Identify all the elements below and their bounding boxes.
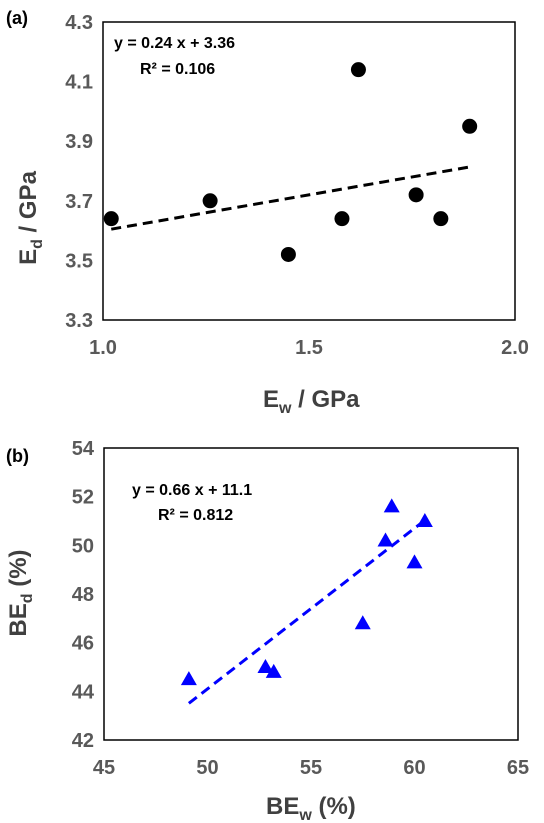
panel-a-y-tick-label: 4.3 <box>65 12 93 34</box>
panel-a-y-ticks: 3.3 3.5 3.7 3.9 4.1 4.3 <box>65 12 93 332</box>
panel-a-data-point <box>408 187 424 203</box>
panel-b-x-ticks: 45 50 55 60 65 <box>93 757 529 779</box>
panel-b-data-point <box>383 498 400 513</box>
panel-a-data-point <box>334 211 350 227</box>
panel-a-x-axis-label-sub: w <box>278 400 292 417</box>
panel-b-y-tick-label: 52 <box>72 487 94 509</box>
panel-a-y-axis-label-sub: d <box>29 239 46 249</box>
panel-a-x-tick-label: 2.0 <box>501 337 529 359</box>
panel-a-plot-frame <box>102 21 516 321</box>
panel-b-data-point <box>406 554 423 569</box>
panel-b-x-axis-label-main: BE <box>266 793 299 820</box>
panel-a-data-point <box>350 62 366 78</box>
panel-b-x-axis-label: BEw (%) <box>266 793 356 823</box>
panel-a-x-tick-label: 1.5 <box>295 337 323 359</box>
panel-a-equation: y = 0.24 x + 3.36 <box>114 35 235 52</box>
panel-b-x-tick-label: 65 <box>507 757 529 779</box>
panel-a-y-tick-label: 3.9 <box>65 131 93 153</box>
panel-b-data-point <box>265 663 282 678</box>
panel-a-y-axis-label-unit: / GPa <box>15 170 42 239</box>
panel-b-y-tick-label: 50 <box>72 535 94 557</box>
panel-a-r2: R² = 0.106 <box>140 61 215 78</box>
panel-b-label: (b) <box>6 446 29 466</box>
panel-b-y-tick-label: 54 <box>72 438 95 460</box>
panel-b-trendline-group <box>187 519 426 705</box>
panel-a-y-tick-label: 3.3 <box>65 310 93 332</box>
panel-a-data-point <box>280 246 296 262</box>
panel-b-x-tick-label: 45 <box>93 757 115 779</box>
panel-b-r2: R² = 0.812 <box>158 507 233 524</box>
panel-a-x-axis-label-main: E <box>263 386 279 413</box>
panel-b-y-axis-label: BEd (%) <box>5 549 36 636</box>
panel-b-data-point <box>257 659 274 673</box>
panel-b-equation: y = 0.66 x + 11.1 <box>132 482 252 499</box>
panel-a-x-ticks: 1.0 1.5 2.0 <box>89 337 529 359</box>
panel-b-y-axis-label-sub: d <box>19 593 36 603</box>
panel-b-data-point <box>416 513 433 527</box>
panel-a-y-tick-label: 3.7 <box>65 191 93 213</box>
panel-a-data-point <box>103 211 119 227</box>
panel-a-x-axis-label-unit: / GPa <box>291 386 360 413</box>
panel-b-x-axis-label-sub: w <box>298 807 312 823</box>
panel-b-x-tick-label: 55 <box>300 757 322 779</box>
panel-b-plot-frame <box>103 447 519 741</box>
panel-b-y-tick-label: 48 <box>72 584 94 606</box>
panel-a-x-axis-label: Ew / GPa <box>263 386 360 417</box>
panel-a-x-tick-label: 1.0 <box>89 337 117 359</box>
panel-b: (b) 42 44 46 48 50 52 54 45 50 55 60 65 y = 0.66 x… <box>5 438 529 823</box>
panel-a-trendline <box>110 165 470 231</box>
panel-a-trendline-group <box>110 165 470 231</box>
panel-a-y-tick-label: 3.5 <box>65 250 93 272</box>
panel-a-y-tick-label: 4.1 <box>65 72 93 94</box>
panel-b-x-axis-label-unit: (%) <box>312 793 356 820</box>
panel-b-y-axis-label-main: BE <box>5 603 32 636</box>
panel-b-y-axis-label-unit: (%) <box>5 549 32 593</box>
panel-b-y-ticks: 42 44 46 48 50 52 54 <box>72 438 95 752</box>
panel-b-y-tick-label: 46 <box>72 633 94 655</box>
panel-a-y-axis-label-main: E <box>15 249 42 265</box>
panel-a: (a) 3.3 3.5 3.7 3.9 4.1 4.3 1.0 1.5 2.0 y = 0.2… <box>6 8 529 417</box>
panel-b-y-tick-label: 44 <box>72 681 95 703</box>
panel-a-points <box>103 62 478 262</box>
panel-b-x-tick-label: 60 <box>403 757 425 779</box>
panel-b-data-point <box>354 615 371 630</box>
panel-b-points <box>180 498 433 686</box>
panel-b-y-tick-label: 42 <box>72 730 94 752</box>
panel-b-trendline <box>187 519 426 705</box>
panel-a-label: (a) <box>6 8 28 28</box>
panel-b-x-tick-label: 50 <box>196 757 218 779</box>
panel-a-y-axis-label: Ed / GPa <box>15 170 46 264</box>
panel-a-data-point <box>433 211 449 227</box>
panel-b-data-point <box>180 671 197 686</box>
panel-b-data-point <box>377 532 394 547</box>
panel-a-data-point <box>202 193 218 209</box>
panel-a-data-point <box>462 118 478 134</box>
